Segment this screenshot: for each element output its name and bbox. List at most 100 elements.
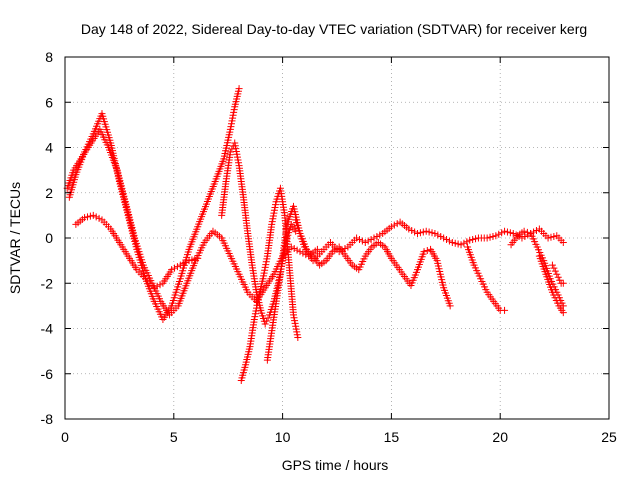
- data-point: [457, 241, 465, 249]
- y-tick-label: 8: [45, 49, 53, 65]
- data-point: [454, 240, 462, 248]
- y-tick-label: -2: [41, 275, 54, 291]
- data-point: [411, 228, 419, 236]
- data-point: [341, 245, 349, 253]
- series-sat-g: [292, 216, 567, 265]
- data-point: [263, 317, 271, 325]
- data-point: [509, 229, 517, 237]
- data-point: [293, 246, 301, 254]
- data-point: [335, 248, 343, 256]
- data-point: [551, 267, 559, 275]
- series-sat-i: [507, 227, 567, 310]
- data-point: [370, 234, 378, 242]
- data-point: [550, 264, 558, 272]
- data-point: [556, 276, 564, 284]
- data-point: [553, 270, 561, 278]
- data-point: [367, 236, 375, 244]
- y-tick-label: 6: [45, 94, 53, 110]
- data-point: [445, 237, 453, 245]
- data-points: [63, 85, 567, 385]
- data-point: [548, 261, 556, 269]
- data-point: [338, 246, 346, 254]
- x-tick-label: 10: [275, 429, 291, 445]
- data-point: [264, 314, 272, 322]
- data-point: [294, 334, 302, 342]
- y-axis-label: SDTVAR / TECUs: [7, 182, 23, 294]
- data-point: [466, 236, 474, 244]
- data-point: [290, 245, 298, 253]
- data-point: [523, 228, 531, 236]
- data-point: [150, 284, 158, 292]
- x-tick-label: 0: [61, 429, 69, 445]
- data-point: [532, 226, 540, 234]
- data-point: [353, 234, 361, 242]
- data-point: [168, 266, 176, 274]
- data-point: [373, 232, 381, 240]
- data-point: [463, 238, 471, 246]
- data-point: [544, 234, 552, 242]
- x-axis-label: GPS time / hours: [282, 457, 389, 473]
- data-point: [431, 229, 439, 237]
- data-point: [434, 231, 442, 239]
- y-tick-label: -8: [41, 411, 54, 427]
- data-point: [469, 236, 477, 244]
- data-point: [530, 228, 538, 236]
- data-point: [501, 227, 509, 235]
- x-tick-label: 15: [384, 429, 400, 445]
- data-point: [416, 229, 424, 237]
- y-tick-label: -4: [41, 321, 54, 337]
- data-point: [235, 85, 243, 93]
- x-tick-label: 5: [170, 429, 178, 445]
- x-tick-label: 25: [601, 429, 617, 445]
- data-point: [440, 234, 448, 242]
- data-point: [299, 249, 307, 257]
- series-sat-c: [72, 211, 202, 292]
- data-point: [153, 282, 161, 290]
- data-point: [355, 236, 363, 244]
- data-point: [498, 229, 506, 237]
- data-point: [422, 227, 430, 235]
- data-point: [550, 232, 558, 240]
- data-point: [185, 257, 193, 265]
- data-point: [559, 309, 567, 317]
- data-point: [179, 260, 187, 268]
- axis-ticks: 0 5 10 15 20 25 -8 -6 -4 -2 0 2 4 6 8: [41, 49, 617, 445]
- data-point: [173, 263, 181, 271]
- series-sat-k: [548, 261, 567, 287]
- data-point: [437, 232, 445, 240]
- data-point: [420, 248, 428, 256]
- data-point: [501, 306, 509, 314]
- data-point: [387, 223, 395, 231]
- data-point: [486, 233, 494, 241]
- data-point: [390, 221, 398, 229]
- data-point: [559, 239, 567, 247]
- data-point: [171, 264, 179, 272]
- data-point: [446, 302, 454, 310]
- data-point: [364, 237, 372, 245]
- data-point: [176, 261, 184, 269]
- data-point: [361, 239, 369, 247]
- series-sat-f: [263, 202, 454, 364]
- y-tick-label: 2: [45, 185, 53, 201]
- data-point: [405, 225, 413, 233]
- data-point: [547, 233, 555, 241]
- data-point: [296, 248, 304, 256]
- data-point: [191, 255, 199, 263]
- data-point: [313, 245, 321, 253]
- data-point: [559, 279, 567, 287]
- data-point: [376, 231, 384, 239]
- data-point: [520, 227, 528, 235]
- data-point: [495, 230, 503, 238]
- data-point: [443, 236, 451, 244]
- data-point: [521, 232, 529, 240]
- data-point: [428, 229, 436, 237]
- series-sat-h: [464, 243, 509, 314]
- data-point: [472, 235, 480, 243]
- y-tick-label: 0: [45, 230, 53, 246]
- data-point: [506, 229, 514, 237]
- data-point: [83, 213, 91, 221]
- series-sat-j: [535, 252, 567, 317]
- data-point: [425, 228, 433, 236]
- data-point: [226, 148, 234, 156]
